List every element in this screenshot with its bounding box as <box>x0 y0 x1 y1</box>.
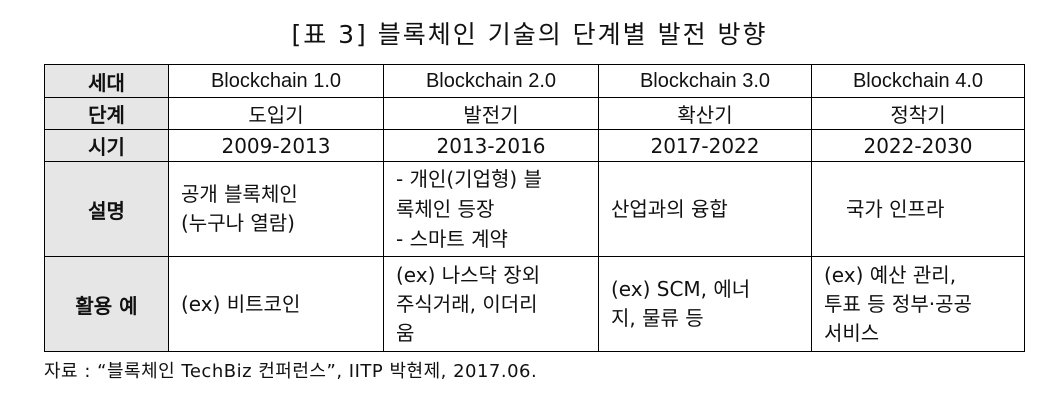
cell-line: (ex) 나스닥 장외 <box>396 262 541 287</box>
table-cell: 정착기 <box>811 97 1025 130</box>
cell-line: 움 <box>396 320 415 345</box>
table-cell: 2009-2013 <box>168 129 384 162</box>
table-cell: (ex) SCM, 에너 지, 물류 등 <box>598 256 812 352</box>
table-cell: 2022-2030 <box>811 129 1025 162</box>
row-label: 설명 <box>44 161 169 257</box>
cell-line: (누구나 열람) <box>181 211 295 235</box>
table-cell: 도입기 <box>168 97 384 130</box>
column-header: Blockchain 1.0 <box>168 64 384 98</box>
column-header: Blockchain 3.0 <box>598 64 812 98</box>
table-title: [표 3] 블록체인 기술의 단계별 발전 방향 <box>291 20 768 49</box>
table-cell: (ex) 비트코인 <box>168 256 384 352</box>
row-label: 단계 <box>44 97 169 130</box>
table-cell: - 개인(기업형) 블 록체인 등장 - 스마트 계약 <box>383 161 599 257</box>
cell-line: 산업과의 융합 <box>611 196 728 221</box>
cell-line: 국가 인프라 <box>846 196 945 221</box>
table-cell: 국가 인프라 <box>811 161 1025 257</box>
cell-line: - 개인(기업형) 블 <box>396 167 542 191</box>
table-cell: 공개 블록체인 (누구나 열람) <box>168 161 384 257</box>
cell-line: 지, 물류 등 <box>611 306 704 330</box>
source-footnote: 자료 : “블록체인 TechBiz 컨퍼런스”, IITP 박현제, 2017… <box>44 361 538 382</box>
cell-line: - 스마트 계약 <box>396 227 508 251</box>
table-row-stage: 단계 도입기 발전기 확산기 정착기 <box>44 97 1025 130</box>
cell-line: 록체인 등장 <box>396 197 495 221</box>
column-header: Blockchain 2.0 <box>383 64 599 98</box>
cell-line: (ex) 예산 관리, <box>824 262 957 287</box>
row-label: 시기 <box>44 129 169 162</box>
table-cell: (ex) 예산 관리, 투표 등 정부·공공 서비스 <box>811 256 1025 352</box>
cell-line: (ex) SCM, 에너 <box>611 277 751 301</box>
table-cell: (ex) 나스닥 장외 주식거래, 이더리 움 <box>383 256 599 352</box>
table-cell: 확산기 <box>598 97 812 130</box>
table-cell: 2017-2022 <box>598 129 812 162</box>
blockchain-stages-table: 세대 Blockchain 1.0 Blockchain 2.0 Blockch… <box>44 64 1025 352</box>
cell-line: (ex) 비트코인 <box>181 291 301 316</box>
cell-line: 투표 등 정부·공공 <box>824 291 972 316</box>
table-cell: 산업과의 융합 <box>598 161 812 257</box>
table-row-period: 시기 2009-2013 2013-2016 2017-2022 2022-20… <box>44 129 1025 162</box>
table-cell: 2013-2016 <box>383 129 599 162</box>
cell-line: 주식거래, 이더리 <box>396 291 538 316</box>
header-label-generation: 세대 <box>44 64 169 98</box>
cell-line: 공개 블록체인 <box>181 182 298 206</box>
column-header: Blockchain 4.0 <box>811 64 1025 98</box>
table-row-usage-example: 활용 예 (ex) 비트코인 (ex) 나스닥 장외 주식거래, 이더리 움 (… <box>44 256 1025 352</box>
row-label: 활용 예 <box>44 256 169 352</box>
cell-line: 서비스 <box>824 320 880 345</box>
table-header-row: 세대 Blockchain 1.0 Blockchain 2.0 Blockch… <box>44 64 1025 98</box>
table-row-description: 설명 공개 블록체인 (누구나 열람) - 개인(기업형) 블 록체인 등장 -… <box>44 161 1025 257</box>
table-cell: 발전기 <box>383 97 599 130</box>
